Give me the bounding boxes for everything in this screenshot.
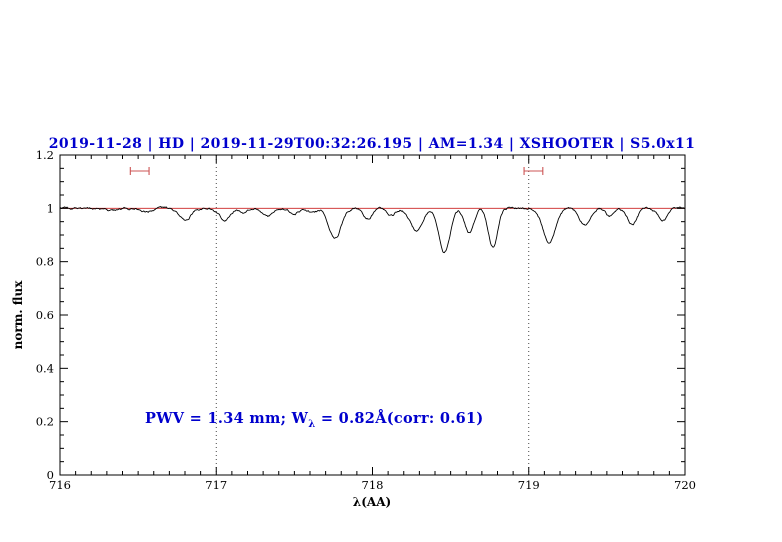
y-tick-label: 0	[47, 468, 54, 482]
x-tick-label: 716	[49, 478, 71, 492]
pwv-annotation-lambda-subscript: λ	[308, 418, 316, 430]
spectrum-line	[59, 205, 686, 254]
y-tick-label: 0.8	[36, 255, 54, 269]
x-axis-label: λ(AA)	[353, 495, 391, 509]
pwv-annotation: PWV = 1.34 mm; Wλ = 0.82Å(corr: 0.61)	[145, 410, 484, 430]
y-tick-label: 0.2	[36, 415, 54, 429]
pwv-annotation-suffix: = 0.82Å(corr: 0.61)	[315, 410, 484, 427]
x-tick-label: 720	[674, 478, 696, 492]
plot-title: 2019-11-28 | HD | 2019-11-29T00:32:26.19…	[49, 136, 696, 152]
x-tick-label: 718	[362, 478, 384, 492]
pwv-annotation-prefix: PWV = 1.34 mm; W	[145, 410, 309, 427]
y-tick-label: 0.6	[36, 308, 54, 322]
y-tick-label: 1.2	[36, 148, 54, 162]
y-axis-label: norm. flux	[11, 280, 25, 350]
y-tick-label: 1	[47, 201, 54, 215]
x-tick-label: 719	[518, 478, 540, 492]
plot-content: 716 717 718 719 720 0 0.2 0.4 0.6 0.8 1 1.2	[36, 148, 696, 492]
y-tick-label: 0.4	[36, 361, 54, 375]
x-tick-label: 717	[205, 478, 227, 492]
